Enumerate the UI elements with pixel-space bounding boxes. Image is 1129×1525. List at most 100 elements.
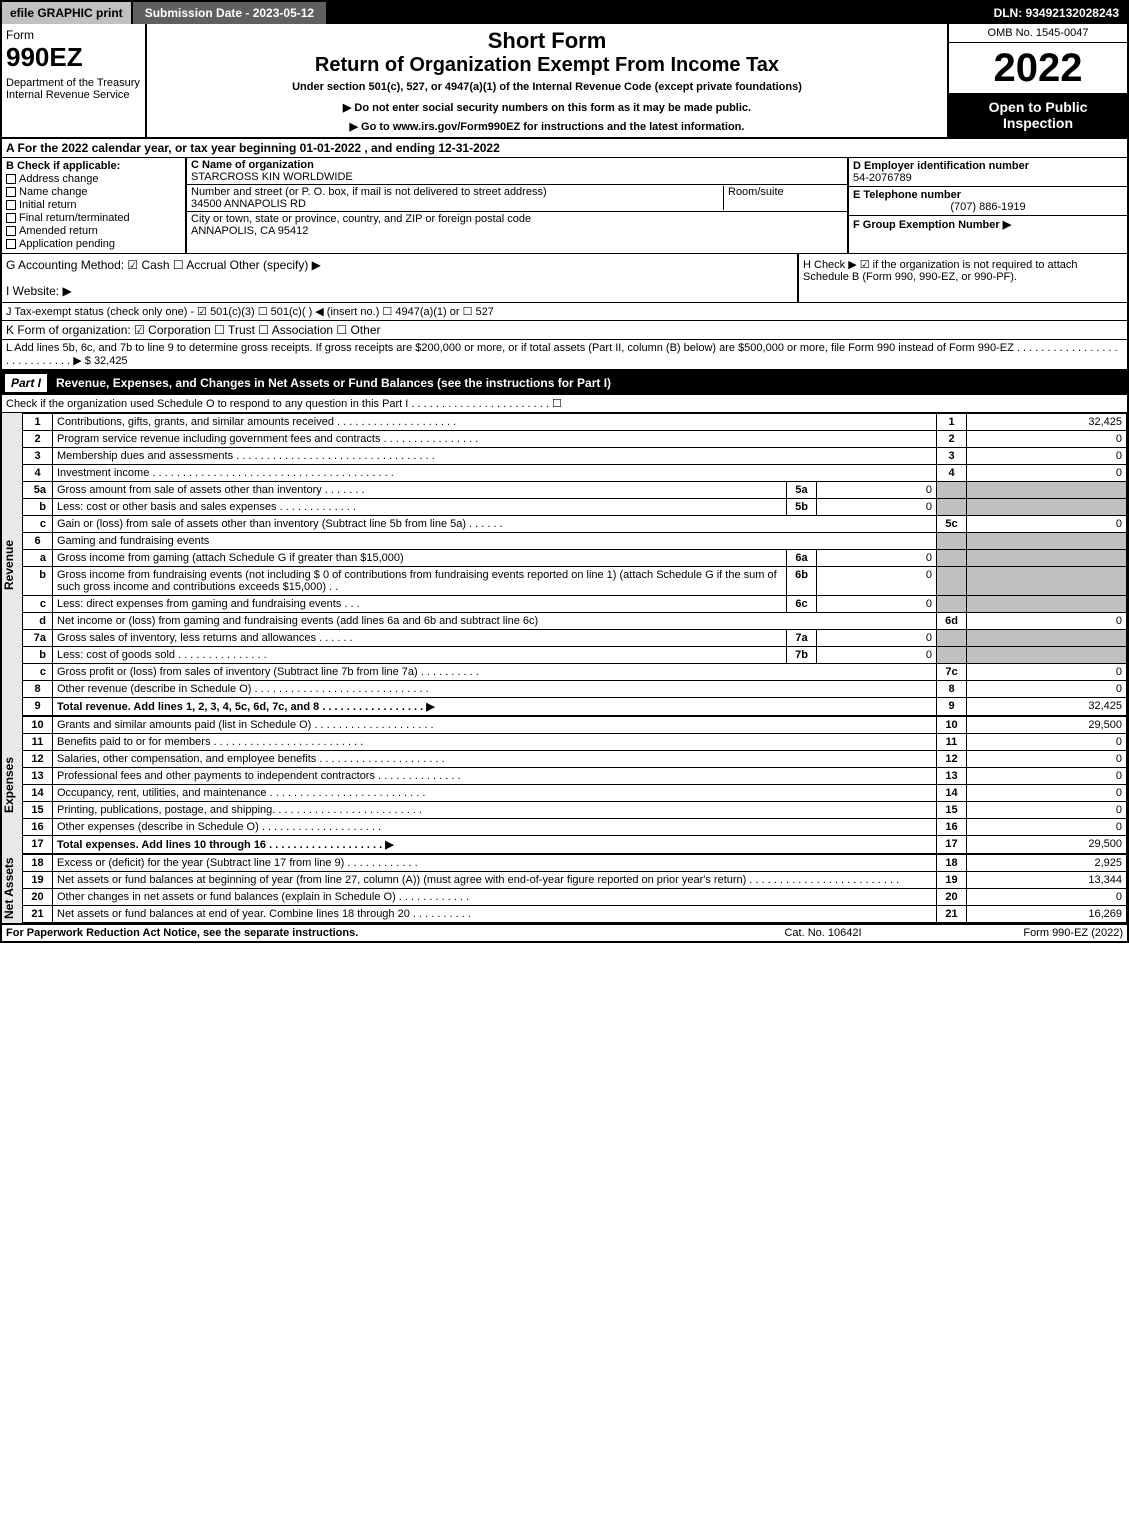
section-j: J Tax-exempt status (check only one) - ☑… — [2, 303, 1127, 321]
line-13-val: 0 — [967, 768, 1127, 785]
l-value: 32,425 — [94, 355, 128, 367]
submission-date: Submission Date - 2023-05-12 — [133, 2, 326, 24]
line-1-desc: Contributions, gifts, grants, and simila… — [53, 414, 937, 431]
check-label: Name change — [19, 186, 88, 198]
line-11-val: 0 — [967, 734, 1127, 751]
line-5b-desc: Less: cost or other basis and sales expe… — [53, 499, 787, 516]
line-7b-val: 0 — [817, 647, 937, 664]
netassets-table: 18Excess or (deficit) for the year (Subt… — [22, 854, 1127, 923]
form-number: 990EZ — [6, 42, 141, 73]
ein-value: 54-2076789 — [853, 172, 1123, 184]
section-l: L Add lines 5b, 6c, and 7b to line 9 to … — [2, 340, 1127, 371]
line-6c-val: 0 — [817, 596, 937, 613]
instruction-goto: ▶ Go to www.irs.gov/Form990EZ for instru… — [151, 120, 943, 133]
expenses-vertical-label: Expenses — [2, 716, 22, 854]
line-1-val: 32,425 — [967, 414, 1127, 431]
b-label: B Check if applicable: — [6, 160, 181, 172]
line-16-desc: Other expenses (describe in Schedule O) … — [53, 819, 937, 836]
line-5a-desc: Gross amount from sale of assets other t… — [53, 482, 787, 499]
line-6d-val: 0 — [967, 613, 1127, 630]
org-address: 34500 ANNAPOLIS RD — [191, 198, 723, 210]
title-return: Return of Organization Exempt From Incom… — [151, 54, 943, 77]
line-5b-val: 0 — [817, 499, 937, 516]
subtitle-under: Under section 501(c), 527, or 4947(a)(1)… — [151, 81, 943, 93]
omb-number: OMB No. 1545-0047 — [949, 24, 1127, 43]
form-990ez-page: efile GRAPHIC print Submission Date - 20… — [0, 0, 1129, 943]
line-10-desc: Grants and similar amounts paid (list in… — [53, 717, 937, 734]
open-inspection: Open to Public Inspection — [949, 93, 1127, 137]
expenses-section: Expenses 10Grants and similar amounts pa… — [2, 716, 1127, 854]
check-application-pending[interactable]: Application pending — [6, 238, 181, 250]
form-label: Form — [6, 28, 141, 42]
line-6a-desc: Gross income from gaming (attach Schedul… — [53, 550, 787, 567]
line-14-val: 0 — [967, 785, 1127, 802]
line-14-desc: Occupancy, rent, utilities, and maintena… — [53, 785, 937, 802]
line-7c-desc: Gross profit or (loss) from sales of inv… — [53, 664, 937, 681]
section-g: G Accounting Method: ☑ Cash ☐ Accrual Ot… — [6, 258, 793, 272]
line-5c-desc: Gain or (loss) from sale of assets other… — [53, 516, 937, 533]
netassets-vertical-label: Net Assets — [2, 854, 22, 923]
line-4-val: 0 — [967, 465, 1127, 482]
org-name: STARCROSS KIN WORLDWIDE — [191, 171, 843, 183]
line-7a-val: 0 — [817, 630, 937, 647]
line-4-desc: Investment income . . . . . . . . . . . … — [53, 465, 937, 482]
line-16-val: 0 — [967, 819, 1127, 836]
footer-form: Form 990-EZ (2022) — [923, 927, 1123, 939]
part-1-title: Revenue, Expenses, and Changes in Net As… — [50, 374, 617, 392]
check-label: Application pending — [19, 238, 115, 250]
line-21-val: 16,269 — [967, 906, 1127, 923]
line-21-desc: Net assets or fund balances at end of ye… — [53, 906, 937, 923]
section-k: K Form of organization: ☑ Corporation ☐ … — [2, 321, 1127, 340]
form-header: Form 990EZ Department of the Treasury In… — [2, 24, 1127, 139]
line-10-val: 29,500 — [967, 717, 1127, 734]
phone-value: (707) 886-1919 — [853, 201, 1123, 213]
line-19-val: 13,344 — [967, 872, 1127, 889]
line-2-val: 0 — [967, 431, 1127, 448]
line-15-val: 0 — [967, 802, 1127, 819]
line-5a-val: 0 — [817, 482, 937, 499]
check-label: Final return/terminated — [19, 212, 130, 224]
tax-year: 2022 — [949, 43, 1127, 93]
line-17-desc: Total expenses. Add lines 10 through 16 … — [53, 836, 937, 854]
line-17-val: 29,500 — [967, 836, 1127, 854]
expenses-table: 10Grants and similar amounts paid (list … — [22, 716, 1127, 854]
check-amended-return[interactable]: Amended return — [6, 225, 181, 237]
line-6a-val: 0 — [817, 550, 937, 567]
netassets-section: Net Assets 18Excess or (deficit) for the… — [2, 854, 1127, 923]
line-20-val: 0 — [967, 889, 1127, 906]
department: Department of the Treasury Internal Reve… — [6, 77, 141, 101]
part-1-label: Part I — [4, 373, 48, 393]
check-address-change[interactable]: Address change — [6, 173, 181, 185]
section-a: A For the 2022 calendar year, or tax yea… — [2, 139, 1127, 158]
topbar: efile GRAPHIC print Submission Date - 20… — [2, 2, 1127, 24]
line-6-desc: Gaming and fundraising events — [53, 533, 937, 550]
check-name-change[interactable]: Name change — [6, 186, 181, 198]
section-b: B Check if applicable: Address change Na… — [2, 158, 187, 253]
line-7c-val: 0 — [967, 664, 1127, 681]
check-label: Address change — [19, 173, 99, 185]
line-9-val: 32,425 — [967, 698, 1127, 716]
revenue-table: 1Contributions, gifts, grants, and simil… — [22, 413, 1127, 716]
line-20-desc: Other changes in net assets or fund bala… — [53, 889, 937, 906]
d-label: D Employer identification number — [853, 160, 1123, 172]
line-2-desc: Program service revenue including govern… — [53, 431, 937, 448]
line-7b-desc: Less: cost of goods sold . . . . . . . .… — [53, 647, 787, 664]
revenue-vertical-label: Revenue — [2, 413, 22, 716]
section-i: I Website: ▶ — [6, 284, 793, 298]
dln-number: DLN: 93492132028243 — [986, 2, 1127, 24]
check-initial-return[interactable]: Initial return — [6, 199, 181, 211]
efile-print-button[interactable]: efile GRAPHIC print — [2, 2, 133, 24]
line-12-desc: Salaries, other compensation, and employ… — [53, 751, 937, 768]
line-9-desc: Total revenue. Add lines 1, 2, 3, 4, 5c,… — [53, 698, 937, 716]
section-c: C Name of organization STARCROSS KIN WOR… — [187, 158, 847, 253]
line-18-desc: Excess or (deficit) for the year (Subtra… — [53, 855, 937, 872]
l-text: L Add lines 5b, 6c, and 7b to line 9 to … — [6, 342, 1118, 367]
instruction-donot: ▶ Do not enter social security numbers o… — [151, 101, 943, 114]
part-1-header: Part I Revenue, Expenses, and Changes in… — [2, 371, 1127, 395]
check-final-return[interactable]: Final return/terminated — [6, 212, 181, 224]
line-3-desc: Membership dues and assessments . . . . … — [53, 448, 937, 465]
line-11-desc: Benefits paid to or for members . . . . … — [53, 734, 937, 751]
line-3-val: 0 — [967, 448, 1127, 465]
line-6d-desc: Net income or (loss) from gaming and fun… — [53, 613, 937, 630]
line-7a-desc: Gross sales of inventory, less returns a… — [53, 630, 787, 647]
